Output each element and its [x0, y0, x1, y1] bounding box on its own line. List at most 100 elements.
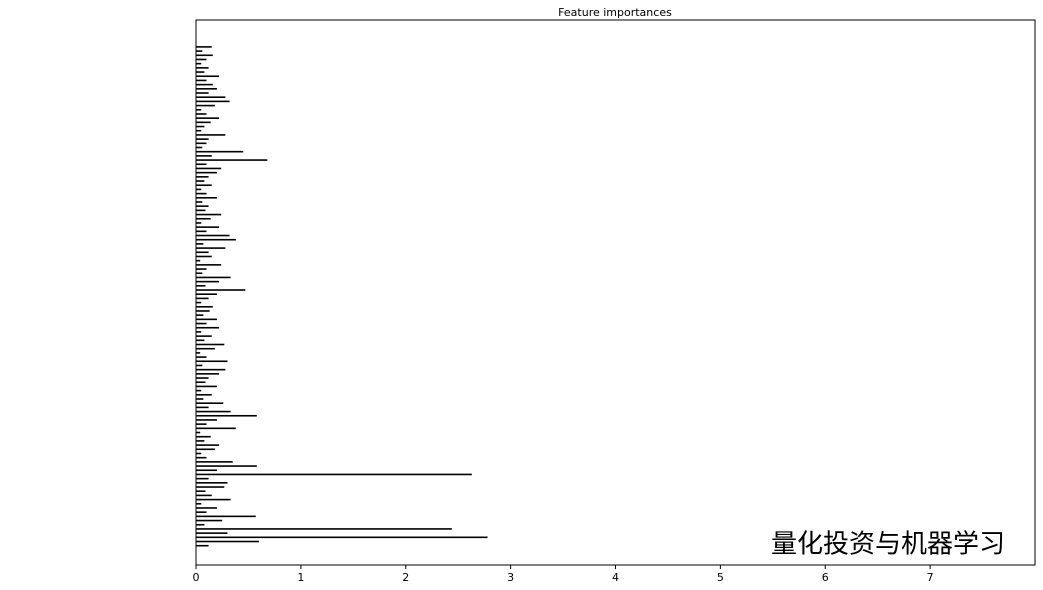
bar: [196, 343, 225, 346]
bar: [196, 477, 209, 480]
bar: [196, 276, 231, 279]
bar: [196, 280, 220, 283]
bar: [196, 356, 207, 358]
bar: [196, 469, 217, 472]
bar: [196, 192, 207, 195]
bar: [196, 213, 222, 216]
bar: [196, 54, 213, 57]
bar: [196, 544, 209, 547]
bar: [196, 423, 207, 425]
bar: [196, 419, 217, 421]
bar: [196, 490, 206, 493]
x-tick-label: 7: [927, 571, 934, 584]
bar: [196, 146, 203, 149]
bar: [196, 385, 217, 388]
bar: [196, 335, 212, 337]
bar: [196, 373, 220, 375]
bar: [196, 201, 203, 203]
bar: [196, 243, 204, 245]
bar: [196, 398, 204, 400]
bar: [196, 125, 205, 128]
bar: [196, 83, 213, 86]
bar: [196, 440, 205, 442]
x-tick-label: 5: [717, 571, 724, 584]
bar: [196, 498, 231, 501]
bar: [196, 251, 209, 254]
bar: [196, 414, 257, 417]
bar: [196, 322, 207, 325]
bar: [196, 104, 215, 107]
x-tick-label: 1: [297, 571, 304, 584]
bar: [196, 502, 202, 505]
bar: [196, 519, 223, 522]
bar: [196, 377, 209, 379]
bar: [196, 196, 217, 199]
bar: [196, 511, 207, 513]
bar: [196, 58, 207, 61]
bar: [196, 259, 201, 262]
watermark: 量化投资与机器学习: [771, 530, 1005, 560]
bar: [196, 410, 231, 413]
bar: [196, 452, 202, 455]
bar: [196, 230, 207, 233]
bar: [196, 318, 217, 321]
bar: [196, 163, 207, 166]
bar: [196, 96, 226, 98]
bar: [196, 507, 217, 509]
bar: [196, 71, 205, 73]
bar: [196, 310, 210, 312]
bar: [196, 297, 209, 300]
bar: [196, 108, 202, 111]
bar: [196, 394, 212, 396]
bar: [196, 352, 201, 354]
x-tick-label: 0: [193, 571, 200, 584]
bar: [196, 159, 268, 161]
bar: [196, 113, 207, 115]
bar: [196, 389, 202, 392]
bar: [196, 326, 220, 329]
bar: [196, 184, 212, 187]
bar: [196, 67, 209, 69]
bar: [196, 167, 222, 170]
bar: [196, 134, 226, 136]
bar: [196, 331, 202, 333]
bar: [196, 364, 203, 367]
bar: [196, 255, 212, 258]
bar: [196, 188, 202, 191]
bar: [196, 473, 472, 476]
bar: [196, 444, 220, 446]
bar: [196, 142, 207, 145]
bar: [196, 209, 206, 212]
bar: [196, 117, 220, 119]
bar: [196, 264, 222, 266]
bar: [196, 100, 230, 103]
bar: [196, 293, 217, 296]
bar: [196, 515, 256, 518]
bar: [196, 79, 207, 82]
bar: [196, 247, 226, 249]
bar: [196, 50, 203, 52]
bar: [196, 92, 209, 94]
bar: [196, 222, 202, 224]
bar: [196, 305, 213, 308]
bar: [196, 180, 205, 182]
bar: [196, 272, 203, 275]
x-tick-label: 2: [402, 571, 409, 584]
bar: [196, 205, 209, 207]
bar: [196, 46, 212, 48]
bar: [196, 461, 233, 463]
bar: [196, 138, 209, 140]
bar: [196, 62, 202, 65]
bar: [196, 88, 217, 90]
plot-frame: [195, 19, 1036, 566]
bar: [196, 289, 246, 291]
bar: [196, 431, 201, 434]
bar: [196, 486, 225, 488]
bar: [196, 456, 207, 459]
bar: [196, 528, 452, 530]
bar: [196, 339, 205, 342]
bar: [196, 494, 212, 497]
x-tick-label: 3: [507, 571, 514, 584]
bar: [196, 121, 211, 124]
bar: [196, 301, 202, 304]
